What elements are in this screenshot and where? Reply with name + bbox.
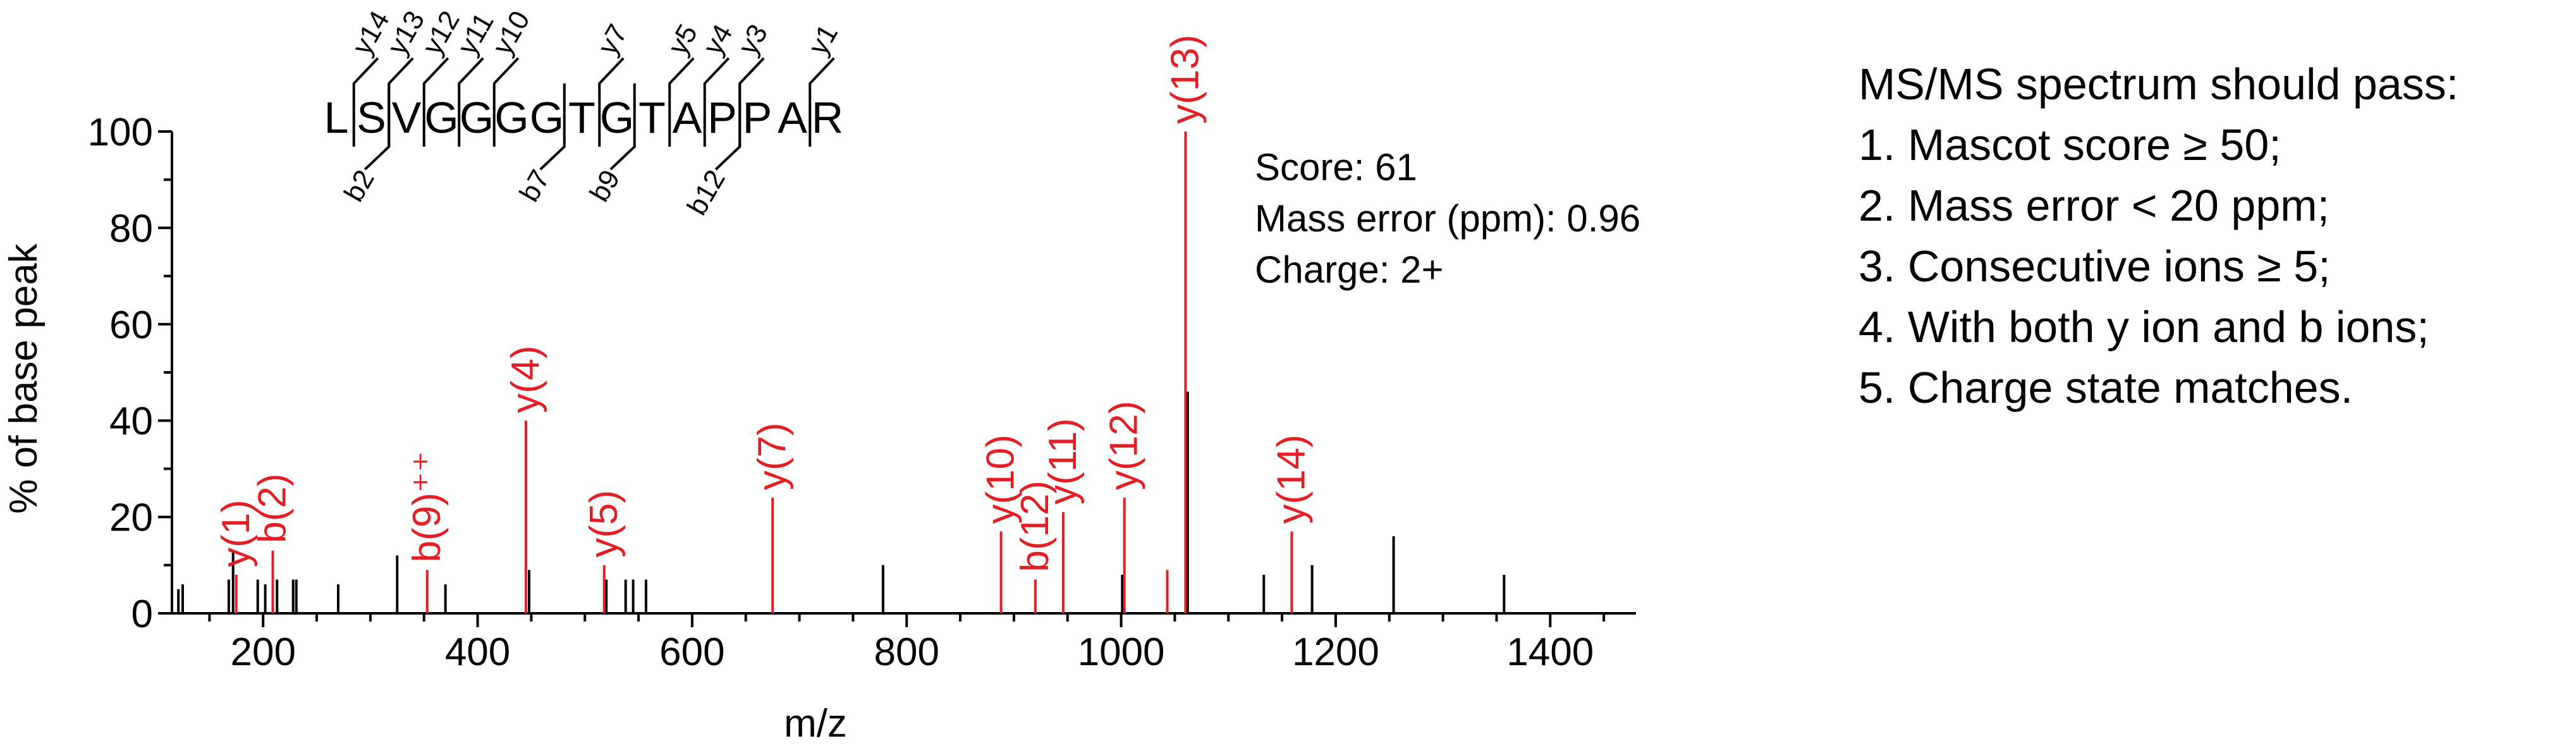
y-tick-label: 40	[109, 400, 153, 443]
matched-peaks: y(1)b(2) b(9)⁺⁺ y(4) y(5) y(7) y(10)b(12)y(11…	[214, 35, 1313, 613]
y-tick-label: 80	[109, 207, 153, 250]
peak-label: b(2)	[250, 474, 294, 543]
residue: T	[568, 93, 595, 142]
b-ion-label: b9	[583, 165, 626, 207]
unmatched-peaks	[177, 391, 1506, 613]
y-tick-label: 60	[109, 303, 153, 347]
b-ion-bracket	[539, 83, 566, 171]
y-tick-label: 20	[109, 496, 153, 540]
peak-label: y(5)	[582, 490, 626, 558]
b-ion-bracket	[714, 83, 742, 171]
x-tick-label: 200	[230, 630, 295, 674]
y-ion-label: y10	[487, 6, 536, 60]
y-ion-bracket	[492, 57, 520, 147]
criteria-panel: MS/MS spectrum should pass: 1. Mascot sc…	[1859, 54, 2458, 418]
residue: V	[392, 93, 422, 142]
match-info: Score: 61 Mass error (ppm): 0.96 Charge: 2…	[1255, 146, 1640, 291]
b-ion-bracket	[609, 83, 636, 171]
criteria-item-3: 3. Consecutive ions ≥ 5;	[1859, 242, 2331, 291]
info-line: Score: 61	[1255, 146, 1417, 188]
residue: G	[424, 93, 458, 142]
peak-label: y(13)	[1163, 35, 1207, 124]
y-ion-label: y7	[592, 19, 633, 60]
criteria-item-2: 2. Mass error < 20 ppm;	[1859, 181, 2330, 230]
peak-label: y(12)	[1102, 401, 1146, 490]
axes: 200 400 600 800 1000 1200 1400 0 20 40 60 80 100 m/z%…	[2, 111, 1636, 745]
y-ion-label: y3	[732, 19, 774, 60]
peak-label: b(12)	[1013, 481, 1057, 572]
info-line: Charge: 2+	[1255, 248, 1444, 291]
x-axis-label: m/z	[784, 702, 847, 745]
y-ion-label: y5	[662, 19, 704, 60]
b-ion-label: b7	[513, 165, 556, 207]
y-ion-bracket	[352, 57, 379, 147]
y-tick-label: 100	[88, 111, 153, 154]
y-ion-bracket	[668, 57, 695, 147]
residue: S	[357, 93, 386, 142]
y-ion-bracket	[422, 57, 449, 147]
residue: G	[460, 93, 494, 142]
residue: L	[324, 93, 349, 142]
x-tick-label: 1000	[1078, 630, 1165, 674]
residue: A	[673, 93, 702, 142]
residue: A	[778, 93, 807, 142]
residue: G	[530, 93, 564, 142]
x-tick-label: 1200	[1292, 630, 1379, 674]
peak-label: y(14)	[1269, 434, 1313, 524]
x-tick-label: 800	[874, 630, 939, 674]
x-tick-label: 1400	[1506, 630, 1594, 674]
b-ion-label: b12	[681, 165, 731, 221]
x-tick-label: 600	[659, 630, 724, 674]
criteria-item-4: 4. With both y ion and b ions;	[1859, 302, 2429, 352]
y-ion-label: y1	[802, 19, 844, 60]
y-ion-bracket	[598, 57, 625, 147]
criteria-title: MS/MS spectrum should pass:	[1859, 59, 2459, 109]
peak-label: b(9)⁺⁺	[405, 451, 449, 563]
info-line: Mass error (ppm): 0.96	[1255, 197, 1640, 240]
peak-label: y(11)	[1041, 418, 1085, 505]
y-ion-bracket	[809, 57, 835, 147]
y-ion-bracket	[458, 57, 484, 147]
peak-label: y(7)	[750, 422, 794, 490]
y-axis-label: % of base peak	[2, 243, 46, 513]
peak-label: y(4)	[504, 345, 547, 413]
y-ion-label: y4	[697, 19, 739, 60]
criteria-item-5: 5. Charge state matches.	[1859, 363, 2353, 412]
residue: G	[600, 93, 634, 142]
b-ion-bracket	[363, 83, 391, 171]
y-ion-bracket	[703, 57, 730, 147]
residue: P	[743, 93, 772, 142]
peak-label: y(1)	[214, 500, 258, 567]
residue: P	[707, 93, 737, 142]
criteria-item-1: 1. Mascot score ≥ 50;	[1859, 120, 2281, 169]
peak-label: y(10)	[979, 434, 1023, 524]
y-tick-label: 0	[131, 592, 153, 636]
b-ion-label: b2	[338, 165, 381, 207]
residue: T	[638, 93, 666, 142]
residue: R	[812, 93, 844, 142]
residue: G	[494, 93, 528, 142]
x-tick-label: 400	[445, 630, 510, 674]
